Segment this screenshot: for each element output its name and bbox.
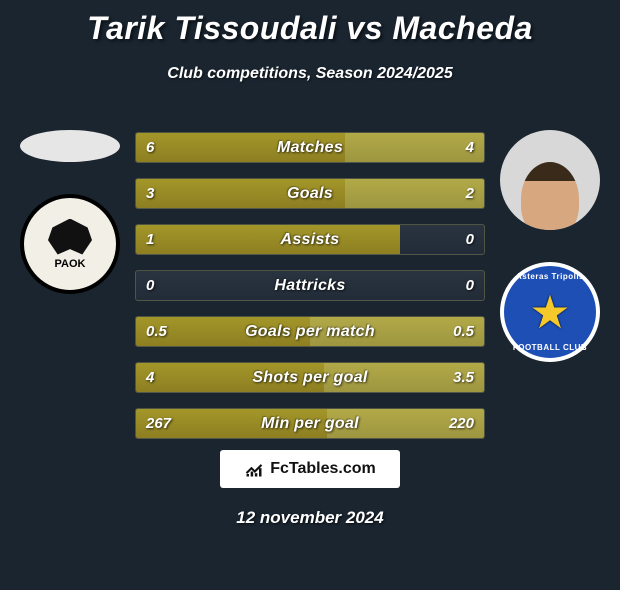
club-name-paok: PAOK	[55, 258, 86, 270]
stat-label: Min per goal	[136, 409, 484, 438]
stat-label: Shots per goal	[136, 363, 484, 392]
eagle-icon	[48, 219, 92, 255]
stat-row: 64Matches	[135, 132, 485, 163]
face-icon	[500, 130, 600, 230]
club-badge-paok: PAOK	[20, 194, 120, 294]
footer-brand-text: FcTables.com	[270, 460, 376, 478]
right-column: Asteras Tripolis ★ FOOTBALL CLUB	[500, 130, 600, 362]
player-avatar-left	[20, 130, 120, 162]
stats-bars: 64Matches 32Goals 10Assists 00Hattricks 0.50…	[135, 132, 485, 439]
star-icon: ★	[529, 289, 570, 335]
stat-label: Matches	[136, 133, 484, 162]
club-badge-asteras: Asteras Tripolis ★ FOOTBALL CLUB	[500, 262, 600, 362]
club-ring-bottom: FOOTBALL CLUB	[513, 343, 587, 352]
stat-label: Assists	[136, 225, 484, 254]
stat-row: 43.5Shots per goal	[135, 362, 485, 393]
stat-label: Goals	[136, 179, 484, 208]
club-ring-top: Asteras Tripolis	[516, 272, 584, 281]
chart-icon	[244, 459, 264, 479]
stat-row: 267220Min per goal	[135, 408, 485, 439]
player-avatar-right	[500, 130, 600, 230]
page-title: Tarik Tissoudali vs Macheda	[0, 10, 620, 47]
subtitle: Club competitions, Season 2024/2025	[0, 65, 620, 83]
stat-row: 32Goals	[135, 178, 485, 209]
left-column: PAOK	[20, 130, 120, 294]
stat-label: Hattricks	[136, 271, 484, 300]
stat-label: Goals per match	[136, 317, 484, 346]
footer-brand: FcTables.com	[220, 450, 400, 488]
stat-row: 00Hattricks	[135, 270, 485, 301]
date-text: 12 november 2024	[0, 508, 620, 528]
stat-row: 0.50.5Goals per match	[135, 316, 485, 347]
stat-row: 10Assists	[135, 224, 485, 255]
